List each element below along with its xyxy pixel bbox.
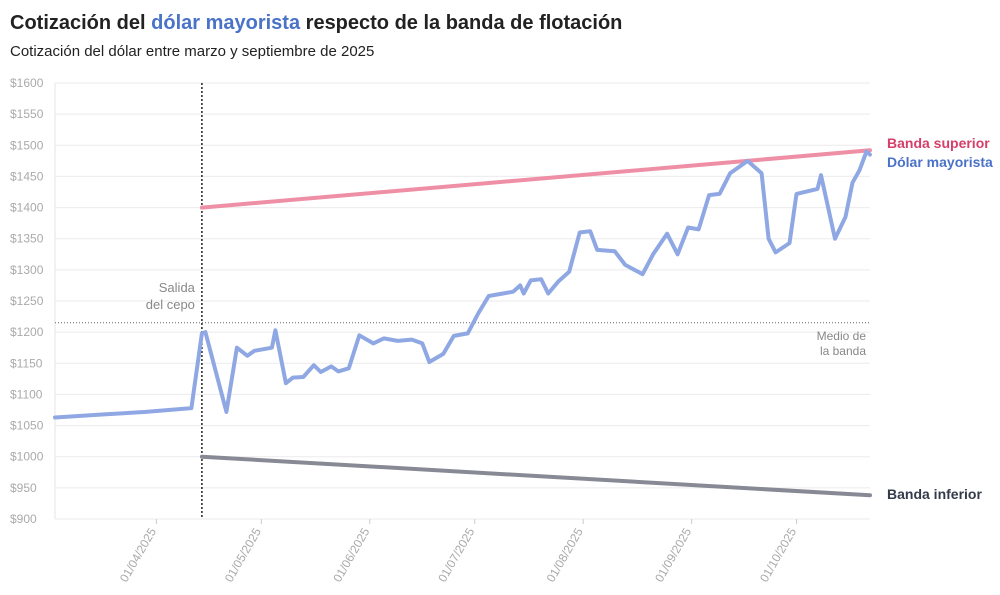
annotation: la banda [820,344,866,358]
series-line [199,148,872,210]
x-tick-label: 01/10/2025 [757,525,799,584]
chart-title: Cotización del dólar mayorista respecto … [10,12,622,34]
y-tick-label: $900 [10,512,37,526]
series-line [53,149,872,420]
x-tick-label: 01/05/2025 [222,525,264,584]
x-tick-label: 01/06/2025 [330,525,372,584]
y-tick-label: $1250 [10,294,44,308]
y-tick-label: $1600 [10,76,44,90]
x-tick-label: 01/04/2025 [117,525,159,584]
x-tick-label: 01/08/2025 [544,525,586,584]
y-tick-label: $1300 [10,263,44,277]
y-tick-label: $950 [10,481,37,495]
y-tick-label: $1100 [10,387,43,401]
series-line [199,454,872,498]
annotation: Salida [159,280,196,295]
title-part: dólar mayorista [151,12,301,34]
y-tick-label: $1550 [10,107,44,121]
x-tick-label: 01/07/2025 [435,525,477,584]
title-part: Cotización del [10,12,146,34]
y-tick-label: $1000 [10,450,44,464]
y-tick-label: $1050 [10,419,44,433]
y-tick-label: $1400 [10,201,44,215]
y-tick-label: $1200 [10,325,44,339]
annotation: Medio de [817,329,867,343]
title-part: respecto de la banda de flotación [306,12,623,34]
y-tick-label: $1450 [10,169,44,183]
legend-label: Banda superior [887,135,990,151]
y-tick-label: $1500 [10,138,44,152]
annotation: del cepo [146,297,195,312]
x-tick-label: 01/09/2025 [652,525,694,584]
legend-label: Dólar mayorista [887,154,993,170]
chart-subtitle: Cotización del dólar entre marzo y septi… [10,43,374,60]
y-tick-label: $1150 [10,356,43,370]
y-tick-label: $1350 [10,232,44,246]
legend-label: Banda inferior [887,486,982,502]
